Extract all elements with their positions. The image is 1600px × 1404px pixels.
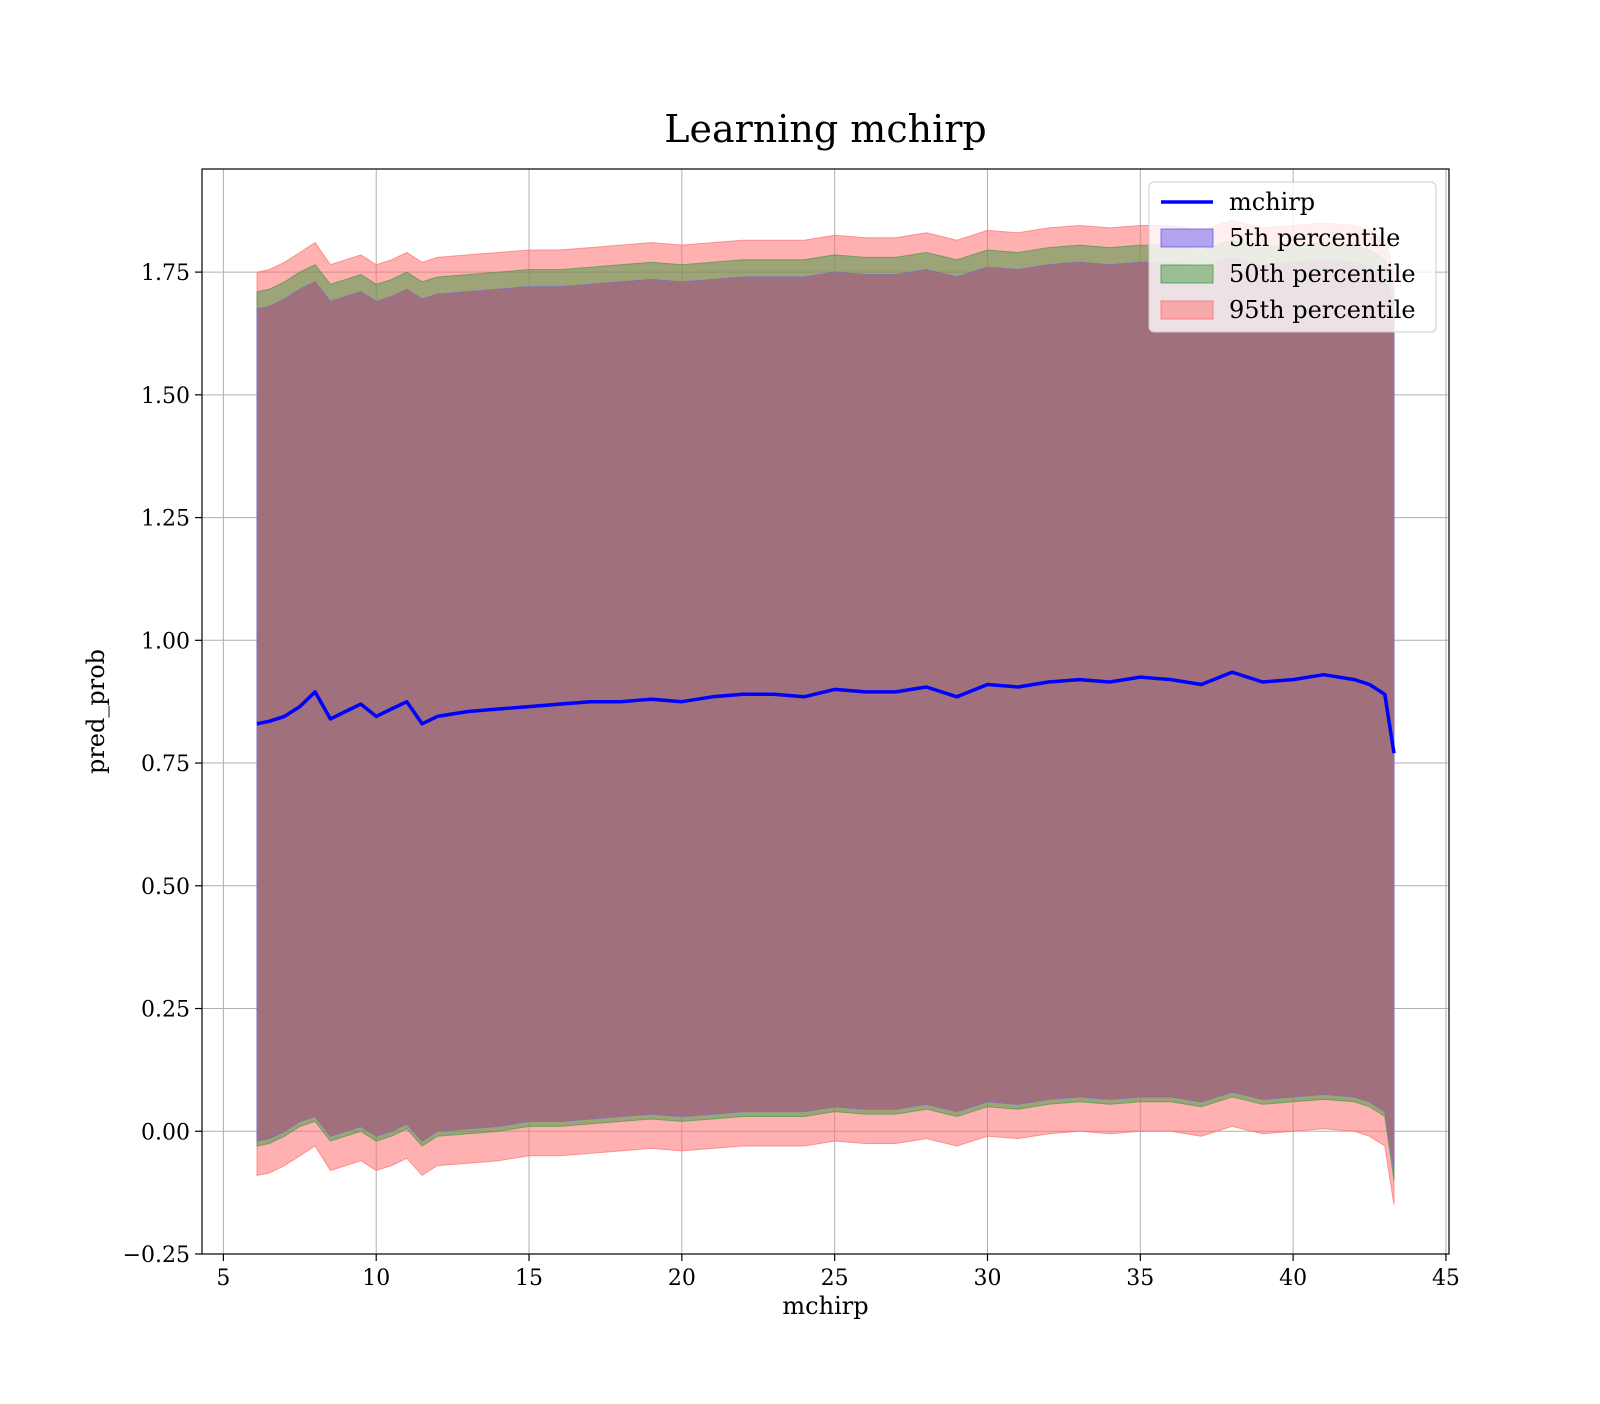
x-tick-label: 40 xyxy=(1279,1266,1307,1291)
legend-label: mchirp xyxy=(1229,188,1315,216)
y-tick-label: 0.00 xyxy=(141,1120,190,1145)
x-tick-label: 25 xyxy=(821,1266,849,1291)
y-axis-label: pred_prob xyxy=(82,649,110,774)
series-line-mchirp xyxy=(256,670,1396,754)
x-tick-label: 5 xyxy=(216,1266,230,1291)
x-tick-label: 10 xyxy=(362,1266,390,1291)
axis-ticks: 5 10 15 20 25 30 35 40 45 −0.25 0.00 0.25 0.50 0.75 1.… xyxy=(123,261,1460,1291)
y-tick-label: 0.50 xyxy=(141,875,190,900)
y-tick-label: 0.25 xyxy=(141,998,190,1023)
legend-box xyxy=(1148,181,1437,333)
legend-label: 95th percentile xyxy=(1229,296,1416,324)
series-lines xyxy=(256,670,1396,754)
legend-swatch-band xyxy=(1160,264,1214,284)
y-tick-label: 1.00 xyxy=(141,629,190,654)
x-axis-label: mchirp xyxy=(782,1292,868,1320)
x-tick-label: 35 xyxy=(1126,1266,1154,1291)
x-tick-label: 15 xyxy=(515,1266,543,1291)
x-tick-label: 20 xyxy=(668,1266,696,1291)
legend-swatch-band xyxy=(1160,300,1214,320)
y-tick-label: −0.25 xyxy=(123,1243,190,1268)
legend-label: 5th percentile xyxy=(1229,224,1400,252)
legend: mchirp 5th percentile 50th percentile 95th … xyxy=(1148,181,1437,333)
y-tick-label: 0.75 xyxy=(141,752,190,777)
plot-area-frame xyxy=(201,168,1450,1255)
percentile-bands xyxy=(256,219,1395,1205)
legend-swatch-band xyxy=(1160,228,1214,248)
y-tick-label: 1.25 xyxy=(141,507,190,532)
chart-title: Learning mchirp xyxy=(664,107,986,151)
band-overlap-core xyxy=(257,257,1394,1171)
x-tick-label: 45 xyxy=(1432,1266,1460,1291)
y-tick-label: 1.75 xyxy=(141,261,190,286)
y-tick-label: 1.50 xyxy=(141,384,190,409)
x-tick-label: 30 xyxy=(973,1266,1001,1291)
legend-label: 50th percentile xyxy=(1229,260,1416,288)
